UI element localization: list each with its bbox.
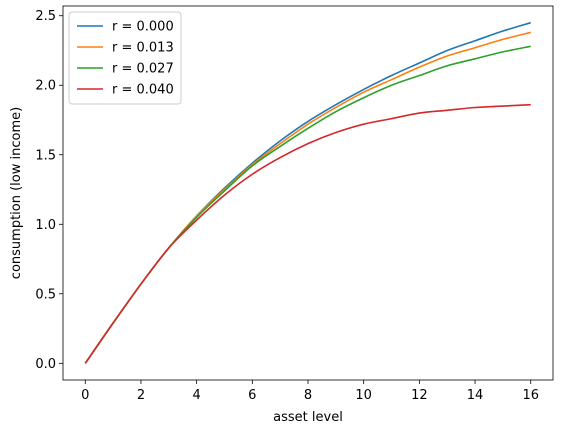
x-tick-label: 12: [411, 388, 428, 403]
legend: r = 0.000 r = 0.013 r = 0.027 r = 0.040: [68, 11, 182, 105]
legend-label-4: r = 0.040: [112, 83, 174, 98]
x-tick-label: 10: [355, 388, 372, 403]
legend-label-3: r = 0.027: [112, 62, 174, 77]
y-tick-label: 1.5: [35, 148, 56, 163]
x-tick-label: 4: [192, 388, 200, 403]
x-tick-label: 0: [81, 388, 89, 403]
y-tick-label: 2.0: [35, 79, 56, 94]
x-axis: 0 2 4 6 8 10 12 14 16: [81, 380, 539, 403]
y-tick-label: 2.5: [35, 9, 56, 24]
x-tick-label: 6: [248, 388, 256, 403]
legend-label-1: r = 0.000: [112, 20, 174, 35]
x-tick-label: 2: [137, 388, 145, 403]
x-tick-label: 8: [304, 388, 312, 403]
series-layer: [84, 21, 531, 364]
y-axis-label: consumption (low income): [9, 107, 24, 279]
x-axis-label: asset level: [273, 410, 343, 425]
y-axis: 0.0 0.5 1.0 1.5 2.0 2.5: [35, 9, 63, 372]
legend-label-2: r = 0.013: [112, 41, 174, 56]
y-tick-label: 0.0: [35, 357, 56, 372]
legend-box: [68, 11, 182, 105]
y-tick-label: 1.0: [35, 218, 56, 233]
y-tick-label: 0.5: [35, 287, 56, 302]
x-tick-label: 16: [522, 388, 539, 403]
series-line-4: [84, 103, 531, 364]
x-tick-label: 14: [467, 388, 484, 403]
